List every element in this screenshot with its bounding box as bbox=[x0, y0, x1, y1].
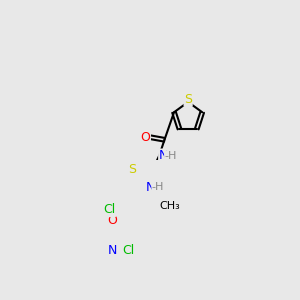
Text: S: S bbox=[128, 164, 136, 176]
Text: O: O bbox=[140, 130, 150, 144]
Text: N: N bbox=[107, 244, 117, 257]
Text: S: S bbox=[184, 93, 192, 106]
Text: N: N bbox=[146, 181, 155, 194]
Text: N: N bbox=[159, 149, 168, 162]
Text: Cl: Cl bbox=[103, 203, 115, 217]
Text: CH₃: CH₃ bbox=[160, 202, 180, 212]
Text: Cl: Cl bbox=[122, 244, 134, 257]
Text: O: O bbox=[107, 214, 117, 227]
Text: -H: -H bbox=[165, 151, 177, 161]
Text: -H: -H bbox=[152, 182, 164, 192]
